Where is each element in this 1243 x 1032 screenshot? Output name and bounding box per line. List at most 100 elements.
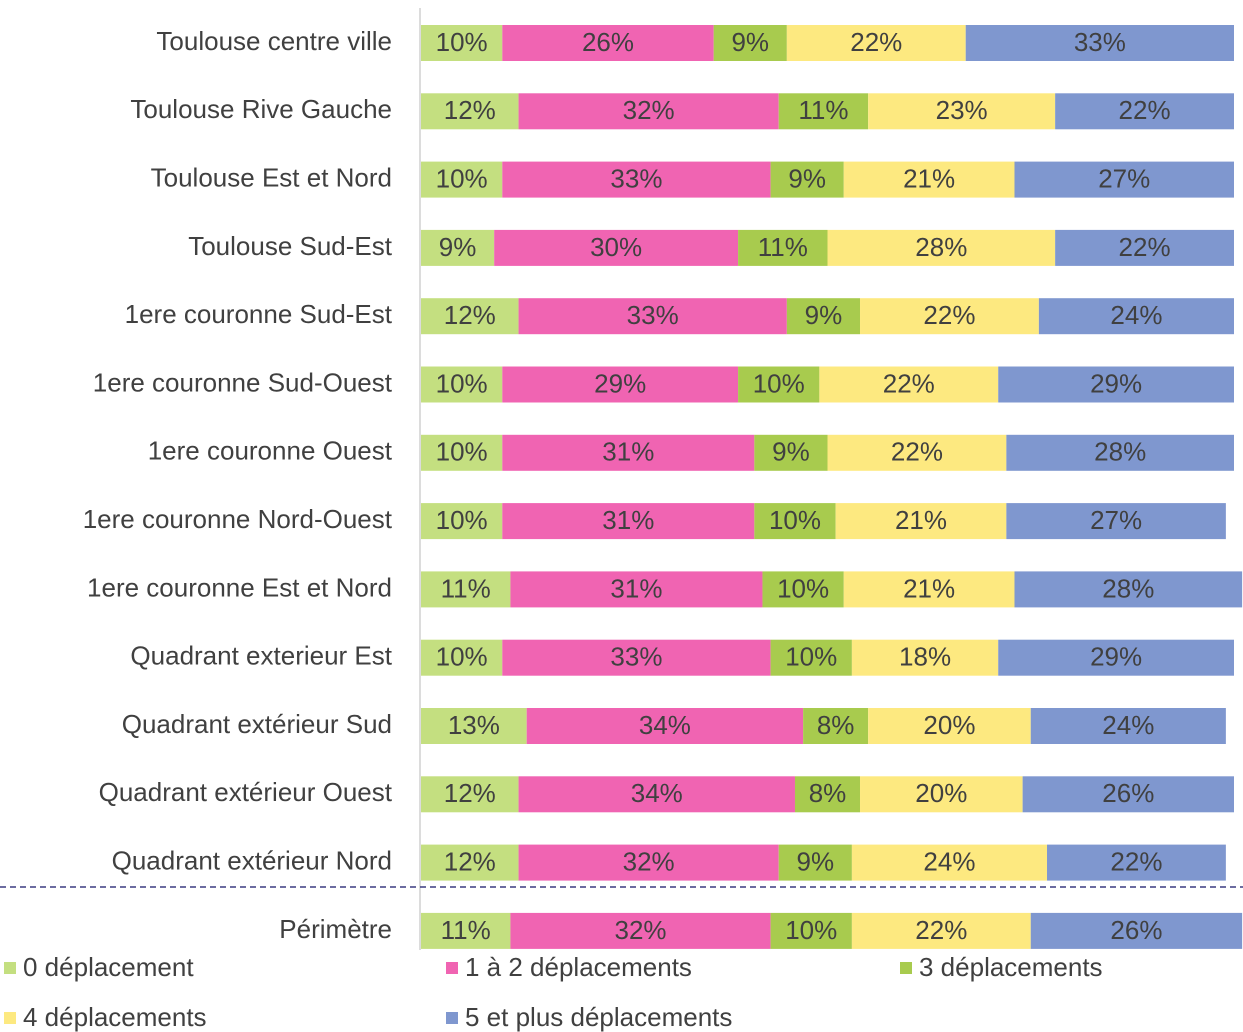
legend-swatch xyxy=(900,962,912,974)
bar-segment xyxy=(1047,844,1226,881)
data-label: 32% xyxy=(623,846,675,876)
bar-segment xyxy=(1014,161,1234,198)
category-label: Toulouse Rive Gauche xyxy=(130,94,392,124)
bar-segment xyxy=(421,776,519,813)
data-label: 21% xyxy=(903,573,955,603)
legend-label: 5 et plus déplacements xyxy=(465,1002,732,1032)
data-label: 10% xyxy=(785,915,837,945)
data-label: 26% xyxy=(1110,915,1162,945)
bar-segment xyxy=(421,366,503,403)
data-label: 20% xyxy=(915,778,967,808)
legend-label: 4 déplacements xyxy=(23,1002,207,1032)
bar-segment xyxy=(502,434,755,471)
data-label: 8% xyxy=(817,710,855,740)
data-label: 32% xyxy=(623,95,675,125)
bar-segment xyxy=(843,161,1015,198)
bar-segment xyxy=(851,912,1031,949)
legend-label: 1 à 2 déplacements xyxy=(465,952,692,982)
data-label: 28% xyxy=(1094,437,1146,467)
data-label: 11% xyxy=(441,915,491,945)
bar-segment xyxy=(803,708,869,744)
bar-segment xyxy=(754,503,836,540)
data-label: 22% xyxy=(915,915,967,945)
data-label: 34% xyxy=(639,710,691,740)
bar-segment xyxy=(713,25,787,61)
legend-swatch xyxy=(446,1012,458,1024)
bar-segment xyxy=(827,434,1007,471)
bar-segment xyxy=(851,639,999,676)
data-label: 13% xyxy=(448,710,500,740)
bar-segment xyxy=(421,844,519,881)
bar-segment xyxy=(510,912,771,949)
data-label: 22% xyxy=(1110,846,1162,876)
bar-segment xyxy=(835,503,1007,540)
bar-segment xyxy=(1022,776,1234,813)
data-label: 10% xyxy=(777,573,829,603)
data-label: 31% xyxy=(602,437,654,467)
data-label: 24% xyxy=(1110,300,1162,330)
data-label: 21% xyxy=(895,505,947,535)
bar-segment xyxy=(510,571,763,608)
data-label: 29% xyxy=(1090,368,1142,398)
bar-segment xyxy=(421,161,503,198)
data-label: 28% xyxy=(915,232,967,262)
bar-segment xyxy=(965,25,1234,61)
data-label: 8% xyxy=(809,778,847,808)
data-label: 30% xyxy=(590,232,642,262)
category-label: Périmètre xyxy=(279,914,392,944)
data-label: 26% xyxy=(1102,778,1154,808)
bar-segment xyxy=(526,708,804,744)
bar-segment xyxy=(421,229,495,266)
bar-segment xyxy=(421,708,527,744)
data-label: 32% xyxy=(614,915,666,945)
data-label: 24% xyxy=(923,846,975,876)
data-label: 11% xyxy=(441,573,491,603)
data-label: 10% xyxy=(436,368,488,398)
data-label: 22% xyxy=(1119,232,1171,262)
data-label: 10% xyxy=(436,505,488,535)
bar-segment xyxy=(770,912,852,949)
bar-segment xyxy=(421,639,503,676)
category-label: Quadrant exterieur Est xyxy=(130,641,392,671)
data-label: 9% xyxy=(805,300,843,330)
bar-segment xyxy=(1014,571,1243,608)
data-label: 10% xyxy=(436,163,488,193)
bar-segment xyxy=(1006,434,1234,471)
bar-segment xyxy=(1055,229,1234,266)
bar-segment xyxy=(998,366,1234,403)
data-label: 33% xyxy=(1074,27,1126,57)
bar-segment xyxy=(738,366,820,403)
bar-segment xyxy=(421,25,503,61)
data-label: 10% xyxy=(436,27,488,57)
data-label: 12% xyxy=(444,846,496,876)
category-label: Toulouse Est et Nord xyxy=(151,162,392,192)
bar-segment xyxy=(762,571,844,608)
data-label: 33% xyxy=(610,642,662,672)
category-label: 1ere couronne Sud-Ouest xyxy=(93,367,393,397)
data-label: 24% xyxy=(1102,710,1154,740)
bar-segment xyxy=(819,366,999,403)
data-label: 27% xyxy=(1090,505,1142,535)
data-label: 31% xyxy=(610,573,662,603)
data-label: 22% xyxy=(891,437,943,467)
bar-segment xyxy=(786,25,966,61)
data-label: 18% xyxy=(899,642,951,672)
data-label: 28% xyxy=(1102,573,1154,603)
bar-segment xyxy=(794,776,861,813)
bar-segment xyxy=(1006,503,1226,540)
bar-segment xyxy=(1030,912,1243,949)
data-label: 29% xyxy=(594,368,646,398)
data-label: 10% xyxy=(785,642,837,672)
data-label: 12% xyxy=(444,778,496,808)
category-label: 1ere couronne Est et Nord xyxy=(87,572,392,602)
legend-label: 0 déplacement xyxy=(23,952,194,982)
legend-swatch xyxy=(446,962,458,974)
data-label: 10% xyxy=(753,368,805,398)
data-label: 11% xyxy=(798,95,848,125)
bar-segment xyxy=(1055,93,1234,130)
bar-segment xyxy=(770,161,844,198)
data-label: 23% xyxy=(936,95,988,125)
bar-segment xyxy=(502,25,714,61)
category-label: Toulouse centre ville xyxy=(156,26,392,56)
bar-segment xyxy=(827,229,1056,266)
